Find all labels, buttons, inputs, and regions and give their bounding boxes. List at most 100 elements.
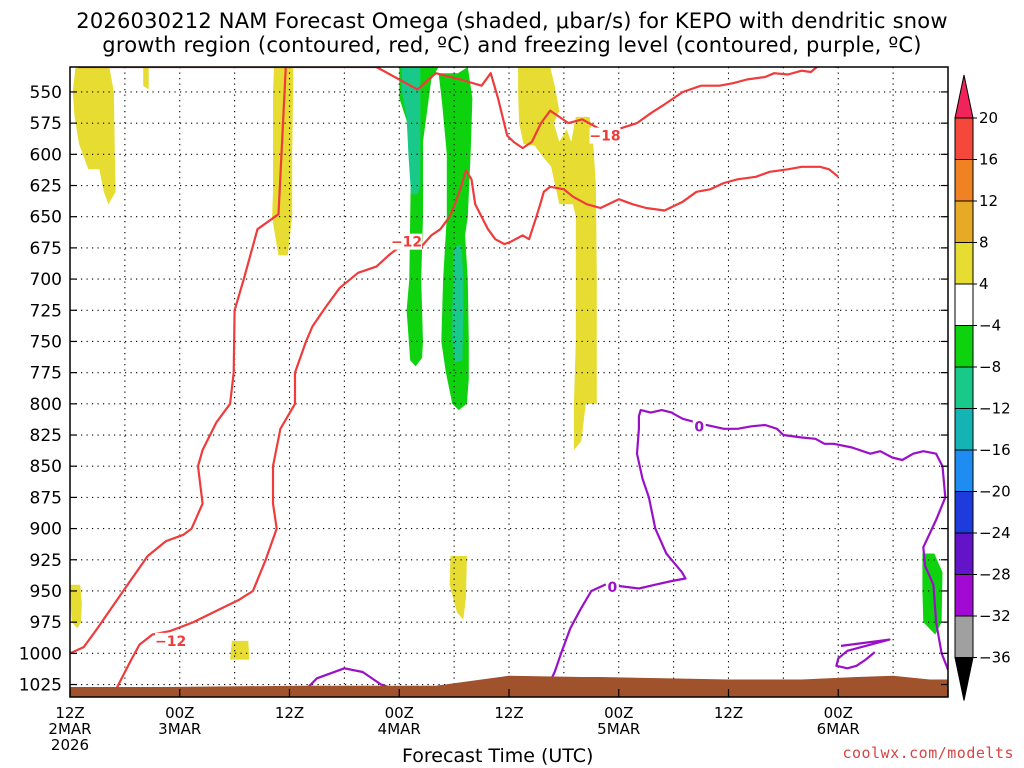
colorbar-top-arrow: [954, 74, 974, 119]
colorbar-label: 4: [979, 275, 989, 293]
colorbar-label: −24: [979, 524, 1011, 542]
contour-label: −12: [391, 233, 423, 251]
omega-pos-4-a: [72, 67, 116, 205]
omega-pos-4-c: [272, 67, 294, 256]
colorbar-box: [954, 366, 974, 409]
y-tick-label: 775: [30, 364, 62, 384]
colorbar-label: −4: [979, 317, 1001, 335]
colorbar-box: [954, 325, 974, 368]
chart-title-line-1: 2026030212 NAM Forecast Omega (shaded, μ…: [76, 9, 948, 33]
chart-title-line-2: growth region (contoured, red, ºC) and f…: [102, 33, 922, 57]
y-tick-label: 625: [30, 177, 62, 197]
x-tick-date: 5MAR: [597, 720, 640, 738]
colorbar-box: [954, 574, 974, 617]
contour-label-bg: [155, 632, 187, 649]
colorbar-label: 20: [979, 109, 998, 127]
y-tick-label: 875: [30, 488, 62, 508]
y-tick-label: 800: [30, 395, 62, 415]
y-tick-label: 825: [30, 426, 62, 446]
x-tick-label: 00Z: [604, 704, 633, 722]
colorbar-box: [954, 242, 974, 285]
x-tick-date: 6MAR: [817, 720, 860, 738]
omega-neg-4-a: [399, 67, 439, 367]
red-contour-left: [70, 67, 287, 655]
x-tick-label: 00Z: [824, 704, 853, 722]
colorbar: 20 16 12 8 4 −4 −8 −12 −16 −20 −24 −28 −32 −36: [954, 74, 1011, 701]
omega-pos-4-f: [70, 584, 82, 629]
contour-label-text: 0: [694, 419, 704, 435]
colorbar-box: [954, 615, 974, 658]
contour-label: −18: [589, 127, 621, 145]
colorbar-box: [954, 159, 974, 202]
y-tick-label: 925: [30, 551, 62, 571]
contour-label: 0: [692, 418, 706, 435]
colorbar-box: [954, 491, 974, 534]
colorbar-box: [954, 283, 974, 326]
colorbar-box: [954, 449, 974, 492]
y-tick-label: 575: [30, 114, 62, 134]
colorbar-label: 12: [979, 192, 998, 210]
omega-neg-4-b: [438, 67, 473, 411]
purple-contour: [531, 409, 948, 697]
x-tick-label: 00Z: [165, 704, 194, 722]
red-contour-lower: [111, 165, 839, 697]
contour-label-text: −18: [589, 129, 620, 145]
y-tick-label: 650: [30, 208, 62, 228]
colorbar-label: −16: [979, 441, 1011, 459]
x-tick-label: 12Z: [55, 704, 84, 722]
colorbar-box: [954, 532, 974, 575]
contour-label: 0: [605, 579, 619, 596]
x-tick-label: 12Z: [714, 704, 743, 722]
contour-label-text: −12: [155, 634, 186, 650]
colorbar-label: 8: [979, 234, 989, 252]
x-tick-label: 12Z: [494, 704, 523, 722]
omega-neg-8-a: [402, 67, 421, 195]
y-tick-label: 975: [30, 613, 62, 633]
y-tick-label: 675: [30, 239, 62, 259]
credit-link[interactable]: coolwx.com/modelts: [842, 744, 1014, 762]
red-contour-upper: [78, 67, 839, 150]
y-tick-label: 750: [30, 332, 62, 352]
x-tick-year: 2026: [51, 736, 89, 754]
plot-area: −18 −12 −12 0 0: [70, 67, 948, 697]
x-tick-label: 00Z: [385, 704, 414, 722]
x-tick-date: 4MAR: [378, 720, 421, 738]
colorbar-box: [954, 408, 974, 451]
x-tick-date: 2MAR: [48, 720, 91, 738]
contour-label: −12: [155, 632, 187, 650]
colorbar-label: 16: [979, 151, 998, 169]
x-tick-label: 12Z: [275, 704, 304, 722]
y-tick-label: 1000: [19, 644, 62, 664]
y-tick-label: 1025: [19, 676, 62, 696]
y-tick-label: 550: [30, 83, 62, 103]
contour-label-text: −12: [391, 235, 422, 251]
colorbar-label: −36: [979, 649, 1011, 667]
y-tick-label: 725: [30, 301, 62, 321]
contour-label-text: 0: [607, 580, 617, 596]
purple-small-loop: [835, 638, 891, 670]
contour-label-bg: [391, 233, 423, 250]
contour-label-bg: [589, 127, 621, 144]
omega-pos-4-b: [143, 67, 149, 90]
omega-pos-4-d: [518, 67, 597, 450]
colorbar-label: −28: [979, 566, 1011, 584]
colorbar-box: [954, 200, 974, 243]
colorbar-label: −32: [979, 607, 1011, 625]
colorbar-box: [954, 117, 974, 160]
x-axis-title: Forecast Time (UTC): [402, 745, 594, 767]
y-tick-label: 600: [30, 145, 62, 165]
contour-label-bg: [692, 418, 706, 435]
y-tick-label: 700: [30, 270, 62, 290]
y-tick-label: 950: [30, 582, 62, 602]
omega-pos-4-e: [449, 556, 467, 620]
omega-neg-8-b: [452, 244, 464, 363]
colorbar-label: −12: [979, 400, 1011, 418]
colorbar-bottom-arrow: [954, 657, 974, 701]
contour-label-bg: [605, 579, 619, 596]
x-tick-date: 3MAR: [158, 720, 201, 738]
y-tick-label: 850: [30, 457, 62, 477]
colorbar-label: −20: [979, 483, 1011, 501]
omega-pos-4-g: [230, 640, 250, 660]
colorbar-label: −8: [979, 358, 1001, 376]
